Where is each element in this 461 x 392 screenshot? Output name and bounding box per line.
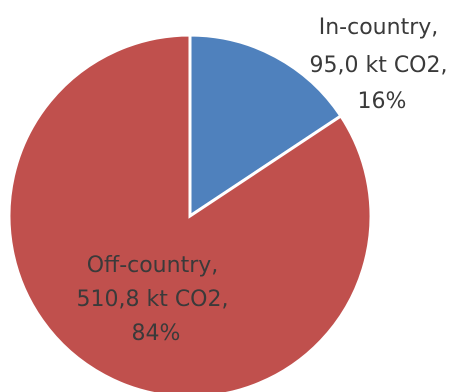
pie-slice-off-country: [7, 33, 373, 392]
slice-label-in-country: In-country, 95,0 kt CO2, 16%: [309, 15, 454, 114]
slice-label-off-country: Off-country, 510,8 kt CO2, 84%: [76, 253, 235, 346]
slice-label-off-country-line-3: 84%: [132, 321, 181, 346]
slice-label-in-country-line-1: In-country,: [319, 15, 439, 40]
pie-slice-in-country: [188, 33, 343, 219]
slice-label-off-country-line-2: 510,8 kt CO2,: [76, 287, 228, 312]
slice-label-in-country-line-3: 16%: [358, 89, 407, 114]
pie-slices: [7, 33, 373, 392]
slice-label-off-country-line-1: Off-country,: [87, 253, 219, 278]
slice-label-in-country-line-2: 95,0 kt CO2,: [309, 53, 447, 78]
